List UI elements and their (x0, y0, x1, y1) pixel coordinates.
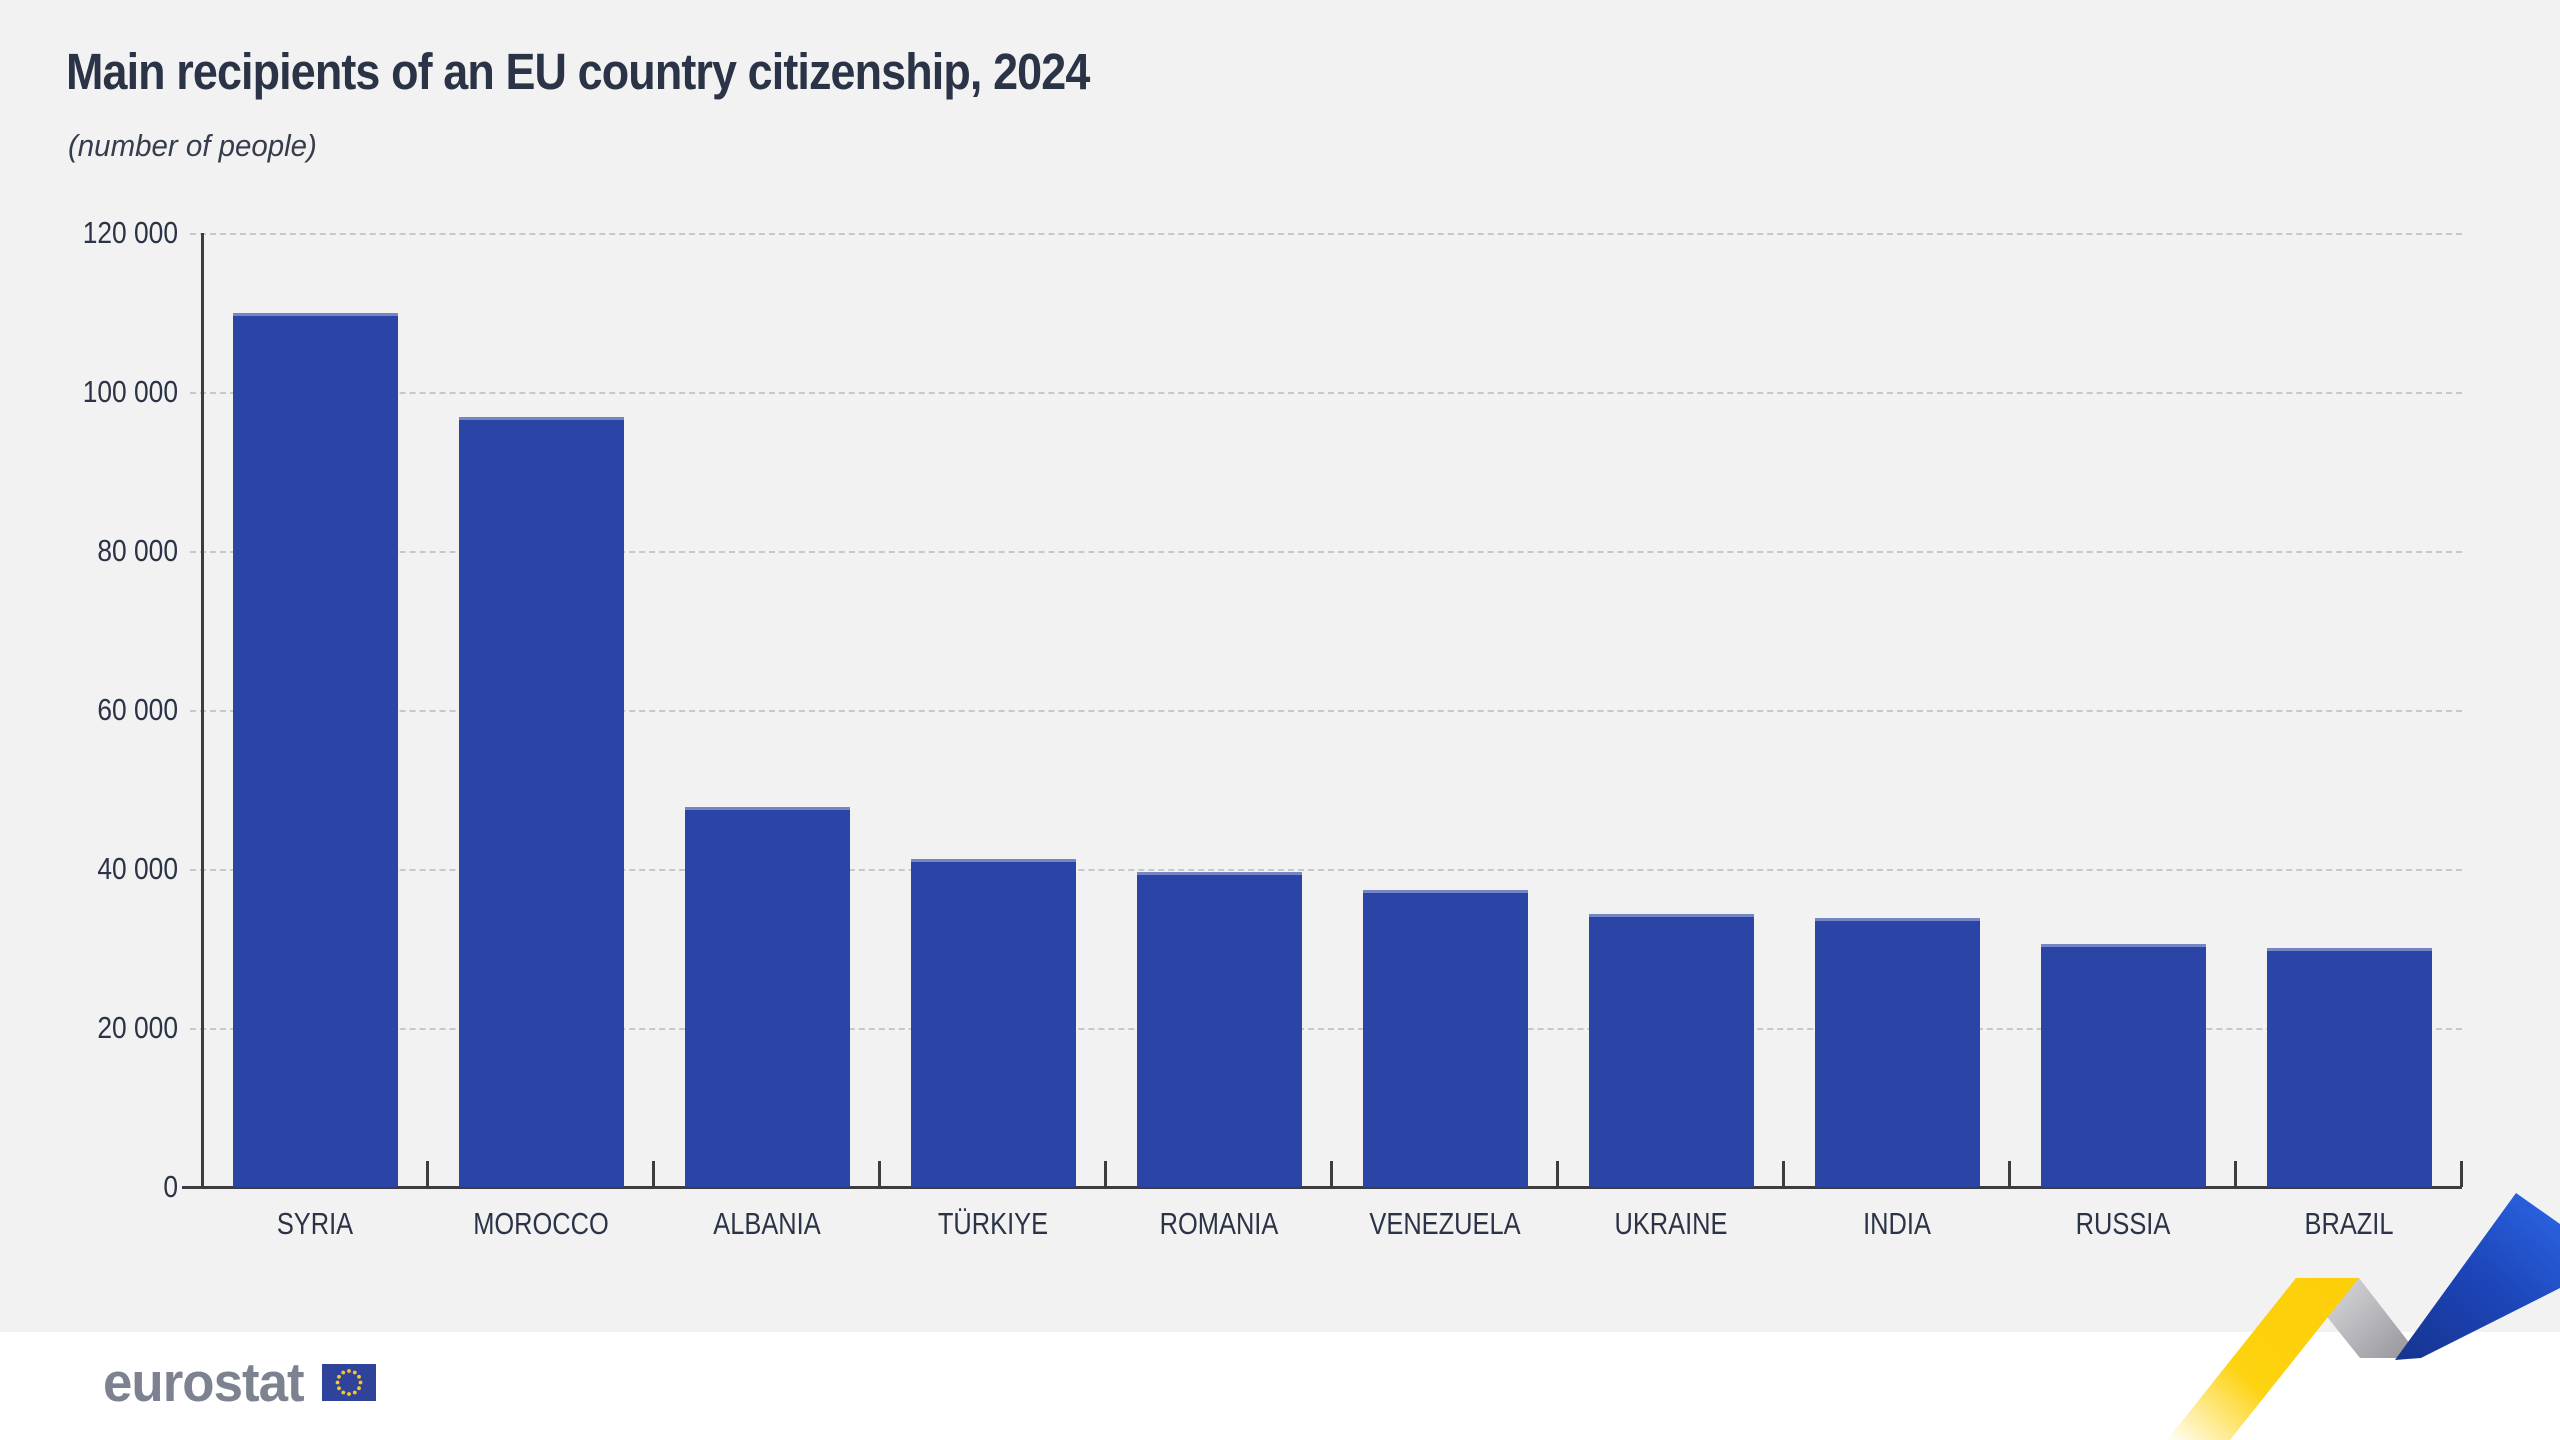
y-tick-label: 60 000 (97, 692, 178, 727)
eurostat-logo-text: eurostat (103, 1351, 305, 1413)
x-tick-label-venezuela: VENEZUELA (1369, 1206, 1521, 1241)
gridline-40000 (190, 869, 2462, 871)
x-axis-tick (1782, 1161, 1785, 1187)
y-tick-label: 0 (163, 1169, 178, 1204)
bar-russia (2040, 943, 2206, 1187)
x-tick-label-türkiye: TÜRKIYE (937, 1206, 1049, 1241)
x-axis-tick (652, 1161, 655, 1187)
bar-venezuela (1362, 889, 1528, 1187)
gridline-120000 (190, 233, 2462, 235)
bar-morocco (458, 416, 624, 1187)
bar-albania (684, 807, 850, 1187)
eurostat-logo: eurostat (103, 1352, 376, 1412)
chart-subtitle: (number of people) (68, 128, 317, 163)
chart-title: Main recipients of an EU country citizen… (66, 43, 1090, 100)
x-axis-tick (2234, 1161, 2237, 1187)
x-axis-line (182, 1186, 2462, 1189)
y-tick-label: 80 000 (97, 533, 178, 568)
x-tick-label-albania: ALBANIA (713, 1206, 821, 1241)
x-tick-label-brazil: BRAZIL (2304, 1206, 2394, 1241)
x-tick-label-romania: ROMANIA (1159, 1206, 1279, 1241)
bar-brazil (2266, 947, 2432, 1187)
bar-romania (1136, 872, 1302, 1187)
y-tick-label: 40 000 (97, 851, 178, 886)
gridline-60000 (190, 710, 2462, 712)
x-axis-tick (878, 1161, 881, 1187)
y-tick-label: 120 000 (82, 215, 178, 250)
bar-india (1814, 917, 1980, 1187)
x-axis-tick (1556, 1161, 1559, 1187)
x-tick-label-ukraine: UKRAINE (1614, 1206, 1728, 1241)
gridline-100000 (190, 392, 2462, 394)
x-axis-tick (1330, 1161, 1333, 1187)
x-tick-label-syria: SYRIA (276, 1206, 354, 1241)
bar-türkiye (910, 858, 1076, 1187)
x-axis-tick (426, 1161, 429, 1187)
y-axis-line (201, 233, 204, 1187)
eu-flag-icon (322, 1363, 376, 1401)
x-axis-tick (2460, 1161, 2463, 1187)
x-axis-tick (2008, 1161, 2011, 1187)
bar-ukraine (1588, 914, 1754, 1187)
gridline-80000 (190, 551, 2462, 553)
y-axis-tick-labels: 0 20 000 40 000 60 000 80 000 100 000 120 000 (0, 216, 178, 1204)
y-tick-label: 20 000 (97, 1010, 178, 1045)
gridline-20000 (190, 1028, 2462, 1030)
x-tick-label-morocco: MOROCCO (473, 1206, 609, 1241)
x-tick-label-india: INDIA (1863, 1206, 1931, 1241)
plot-area: SYRIA MOROCCO ALBANIA TÜRKIYE ROMANIA VENEZUE… (182, 233, 2463, 1241)
y-tick-label: 100 000 (82, 374, 178, 409)
x-tick-label-russia: RUSSIA (2075, 1206, 2171, 1241)
x-axis-tick (1104, 1161, 1107, 1187)
bar-syria (232, 312, 398, 1187)
